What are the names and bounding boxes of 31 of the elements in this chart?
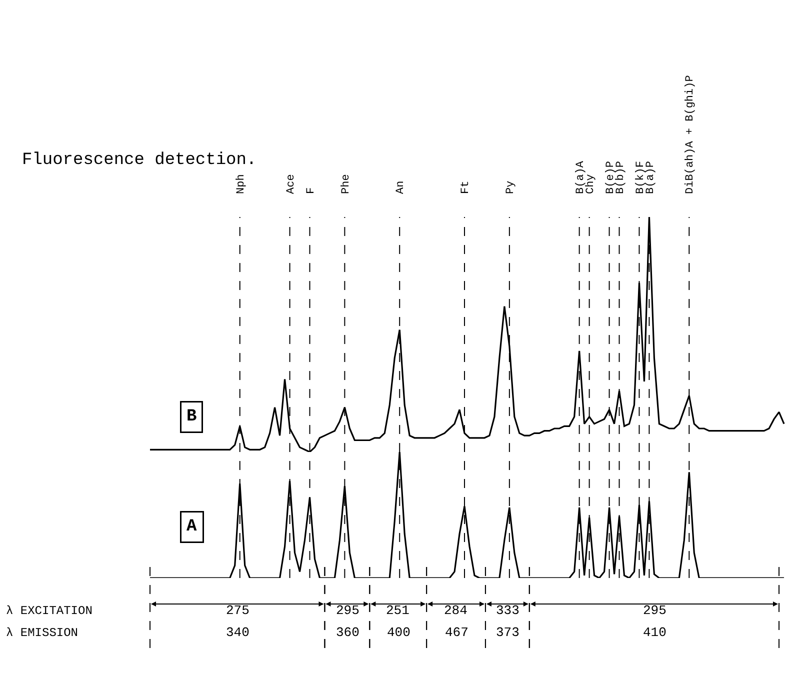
x-tick-label: B(e)P [604, 160, 617, 194]
x-tick-label: An [395, 180, 408, 194]
x-tick-label: B(k)F [634, 160, 647, 194]
text: 400 [387, 625, 410, 640]
x-tick-label: B(a)A [574, 160, 587, 194]
text: A [186, 518, 198, 536]
x-tick-label: B(b)P [614, 160, 627, 194]
x-tick-label: F [305, 187, 318, 194]
text: 340 [226, 625, 250, 640]
text: 295 [336, 603, 360, 618]
x-tick-label: B(a)P [644, 160, 657, 194]
text: 467 [445, 625, 468, 640]
text: 295 [643, 603, 666, 618]
text: 373 [496, 625, 520, 640]
text: 251 [386, 603, 410, 618]
text: 284 [444, 603, 468, 618]
text: λ EMISSION [6, 626, 78, 640]
x-tick-label: Nph [235, 174, 248, 194]
text: 333 [496, 603, 520, 618]
x-tick-label: Py [505, 180, 518, 194]
x-tick-label: Ace [285, 174, 298, 194]
x-tick-label: Chy [584, 174, 597, 194]
text: 360 [336, 625, 360, 640]
x-tick-label: Phe [340, 174, 352, 194]
chart-title: Fluorescence detection. [22, 151, 257, 170]
text: 410 [643, 625, 666, 640]
x-tick-label: Ft [460, 180, 472, 194]
text: 275 [226, 603, 250, 618]
x-tick-label: DiB(ah)A + B(ghi)P [684, 74, 697, 194]
series-label: B [186, 408, 197, 426]
text: λ EXCITATION [6, 604, 92, 618]
